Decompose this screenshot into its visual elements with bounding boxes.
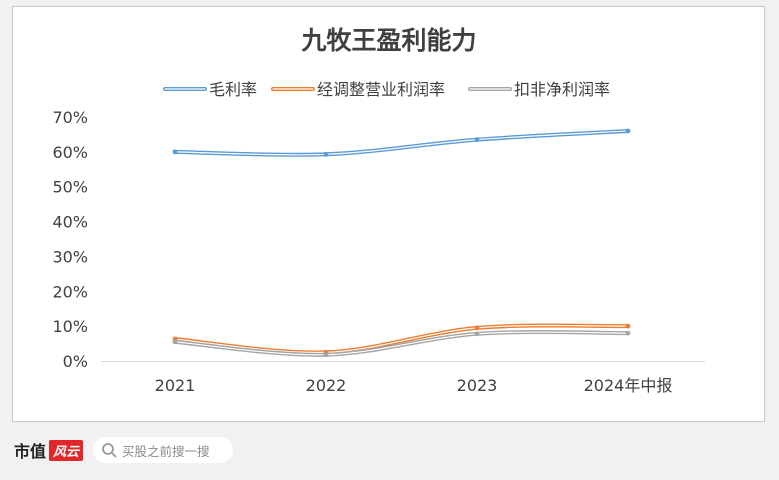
series-line-inner xyxy=(174,331,629,356)
y-tick-label: 0% xyxy=(63,352,88,371)
x-tick-label: 2023 xyxy=(457,376,498,395)
data-point xyxy=(625,330,631,336)
data-point xyxy=(625,323,631,329)
series-2 xyxy=(172,330,631,358)
legend-item: 毛利率 xyxy=(163,80,257,99)
data-point xyxy=(474,331,480,337)
y-tick-label: 30% xyxy=(52,247,88,266)
legend-label: 经调整营业利润率 xyxy=(317,80,445,99)
search-box[interactable]: 买股之前搜一搜 xyxy=(93,437,234,463)
series-line-inner xyxy=(174,130,629,156)
series-line-inner xyxy=(174,324,629,354)
brand-logo-badge: 风云 xyxy=(49,439,84,461)
series-line xyxy=(173,330,630,357)
data-point xyxy=(323,151,329,157)
y-axis: 0% 10% 20% 30% 40% 50% 60% 70% xyxy=(52,108,88,371)
data-point xyxy=(172,339,178,345)
legend-label: 扣非净利润率 xyxy=(514,80,610,99)
search-placeholder: 买股之前搜一搜 xyxy=(122,443,210,459)
legend: 毛利率 经调整营业利润率 扣非净利润率 xyxy=(163,80,610,99)
x-axis: 2021 2022 2023 2024年中报 xyxy=(101,361,705,395)
data-point xyxy=(625,128,631,134)
data-point xyxy=(474,325,480,331)
brand-text: 市值 xyxy=(14,442,47,461)
y-tick-label: 70% xyxy=(52,108,88,127)
x-tick-label: 2021 xyxy=(155,376,196,395)
y-tick-label: 40% xyxy=(52,213,88,232)
y-tick-label: 60% xyxy=(52,143,88,162)
search-icon xyxy=(102,443,117,458)
data-point xyxy=(474,137,480,143)
y-tick-label: 10% xyxy=(52,317,88,336)
legend-item: 扣非净利润率 xyxy=(468,80,610,99)
series-0 xyxy=(172,128,631,157)
line-chart: 九牧王盈利能力 毛利率 经调整营业利润率 扣非净利润率 0% 10% 20% 30% 40%… xyxy=(52,26,705,395)
legend-item: 经调整营业利润率 xyxy=(271,80,445,99)
x-tick-label: 2024年中报 xyxy=(584,376,673,395)
y-tick-label: 20% xyxy=(52,282,88,301)
chart-card: 九牧王盈利能力 毛利率 经调整营业利润率 扣非净利润率 0% 10% 20% 30% 40%… xyxy=(12,6,765,422)
series-group xyxy=(172,128,631,358)
y-tick-label: 50% xyxy=(52,178,88,197)
x-tick-label: 2022 xyxy=(306,376,347,395)
data-point xyxy=(172,149,178,155)
legend-label: 毛利率 xyxy=(209,80,257,99)
chart-title: 九牧王盈利能力 xyxy=(300,26,476,55)
data-point xyxy=(323,352,329,358)
footer: 市值 风云 买股之前搜一搜 xyxy=(14,436,234,464)
brand-logo[interactable]: 市值 风云 xyxy=(14,438,84,462)
